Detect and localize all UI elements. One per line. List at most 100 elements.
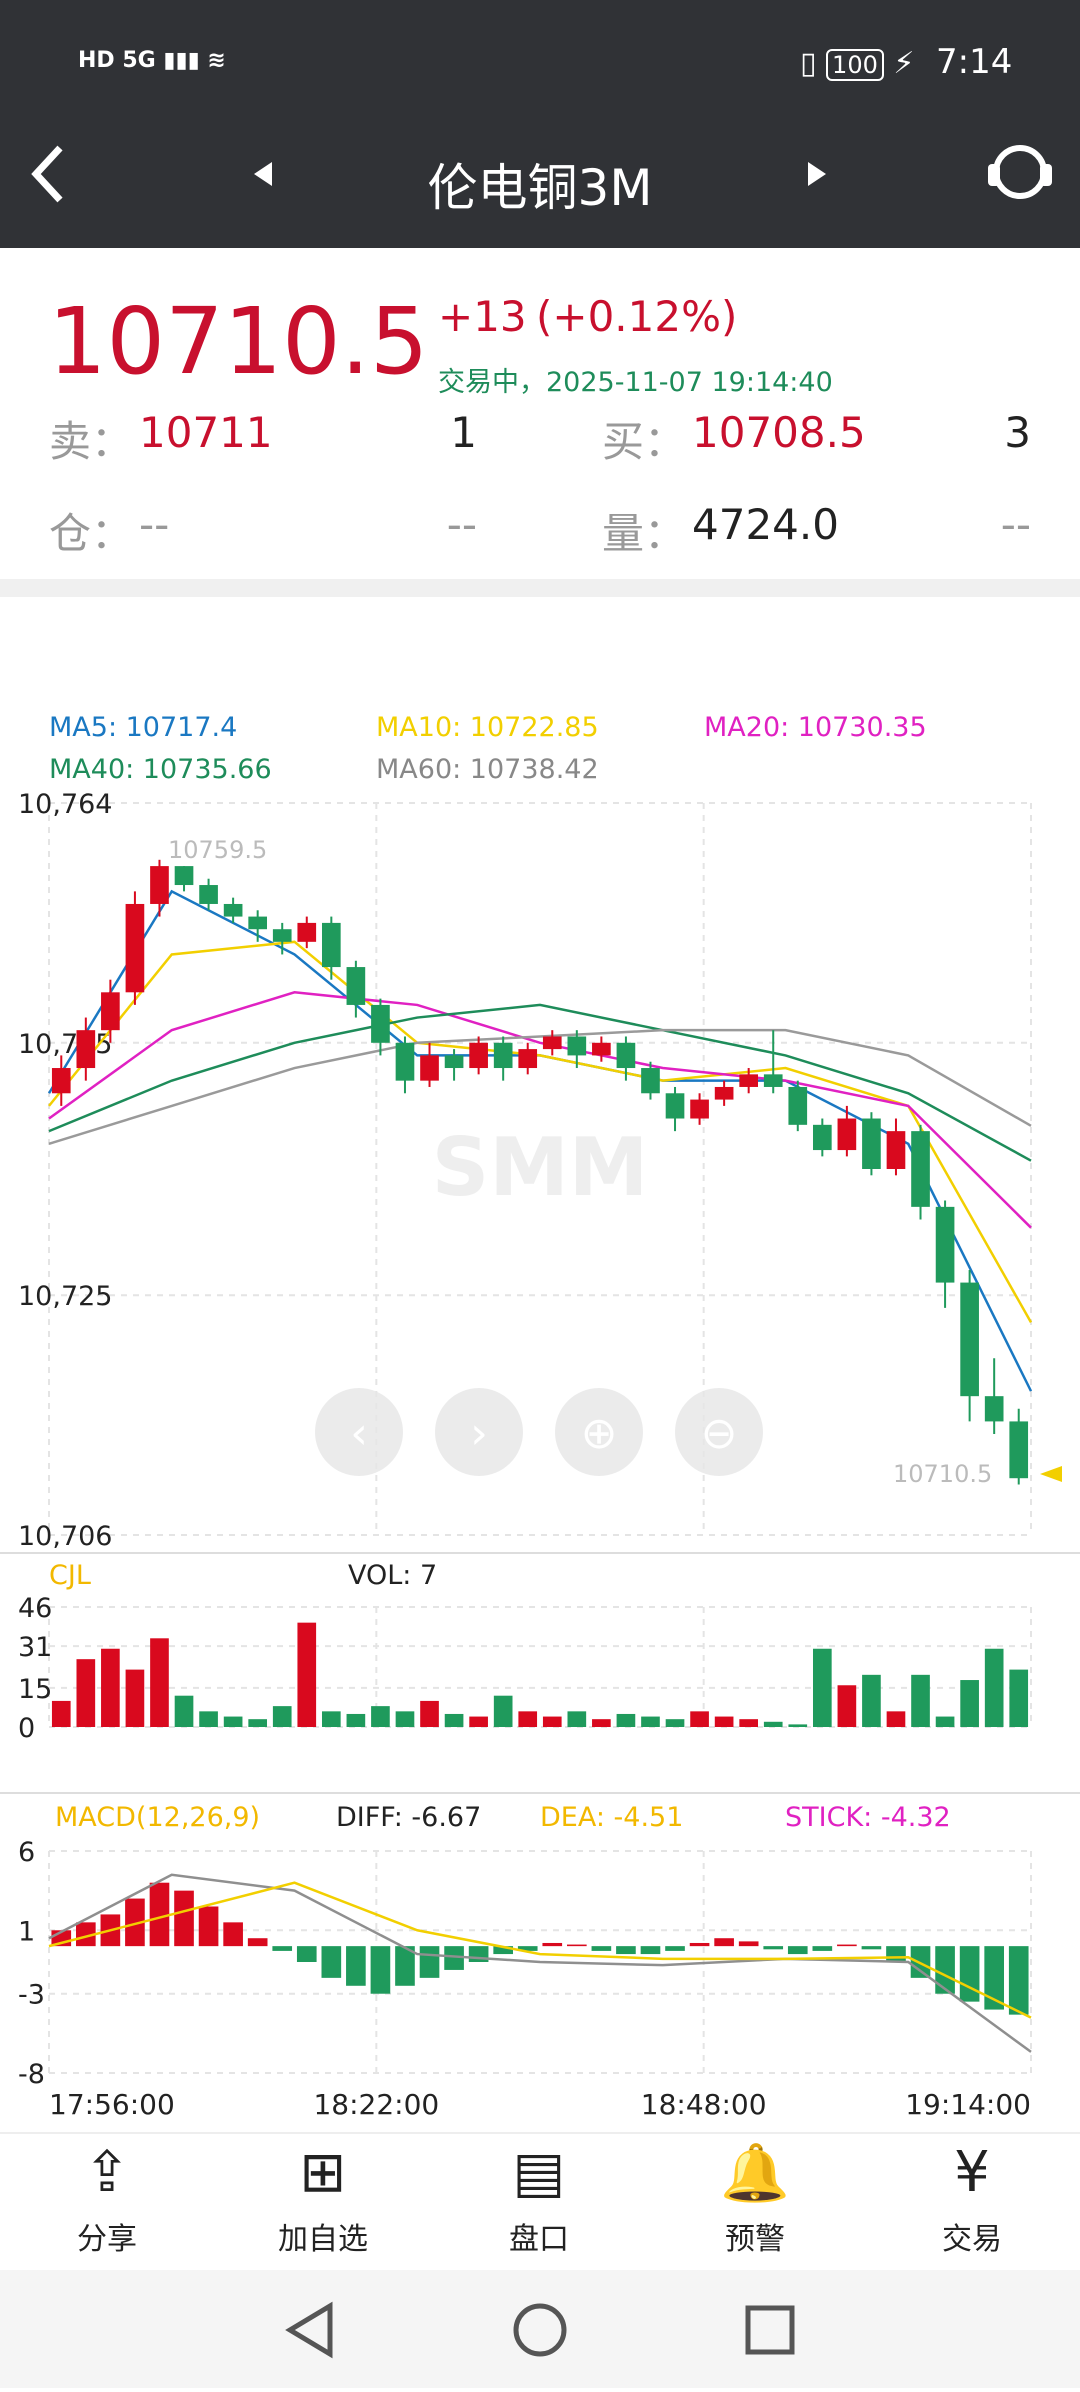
macd-bar xyxy=(567,1944,587,1947)
macd-bar xyxy=(1008,1946,1029,2015)
macd-bar xyxy=(861,1946,882,1950)
macd-bar xyxy=(935,1946,955,1994)
nav-home[interactable] xyxy=(513,2303,567,2357)
volume-bar xyxy=(665,1719,685,1727)
series-line xyxy=(48,1028,1032,1145)
y-tick-label: 10,725 xyxy=(18,1281,112,1312)
candle-body xyxy=(911,1131,930,1207)
last-marker xyxy=(1040,1466,1062,1482)
volume-bar xyxy=(444,1713,464,1727)
volume-bar xyxy=(592,1719,611,1727)
chart-nav-icon: ‹ xyxy=(350,1408,368,1459)
volume-bar xyxy=(51,1700,71,1727)
volume-bar xyxy=(714,1716,734,1727)
ma-legend: MA10: 10722.85 xyxy=(376,712,599,743)
battery-level: 100 xyxy=(826,49,884,81)
tool-label[interactable]: 分享 xyxy=(77,2222,137,2257)
chart-nav-button[interactable] xyxy=(675,1388,763,1476)
chart-nav-button[interactable] xyxy=(315,1388,403,1476)
chart-nav-icon: ⊕ xyxy=(581,1408,618,1459)
y-tick-label: 10,745 xyxy=(18,1029,112,1060)
tool-label[interactable]: 盘口 xyxy=(509,2222,569,2257)
battery: ▯ 100 ⚡ xyxy=(800,46,915,81)
chart-nav-button[interactable] xyxy=(435,1388,523,1476)
candle-body xyxy=(641,1068,660,1094)
y-tick-label: 15 xyxy=(18,1674,52,1705)
tool-icon[interactable]: ¥ xyxy=(954,2140,990,2205)
macd-bar xyxy=(125,1898,145,1947)
macd-bar xyxy=(714,1938,734,1947)
volume-bar xyxy=(690,1711,709,1727)
tool-label[interactable]: 加自选 xyxy=(278,2222,368,2257)
tool-icon[interactable]: ⊞ xyxy=(299,2140,347,2205)
quote-label: 量： xyxy=(602,509,687,558)
macd-legend: STICK: -4.32 xyxy=(785,1802,951,1833)
volume-bar xyxy=(1009,1669,1029,1727)
nav-back[interactable] xyxy=(285,2301,333,2359)
candle-body xyxy=(984,1396,1004,1422)
volume-bar xyxy=(150,1638,169,1727)
macd-bar xyxy=(370,1946,391,1994)
trade-status: 交易中，2025-11-07 19:14:40 xyxy=(438,367,833,398)
series-line xyxy=(48,1873,1032,2053)
prev-button[interactable] xyxy=(254,162,272,186)
tool-icon[interactable]: ▤ xyxy=(512,2140,566,2205)
macd-bar xyxy=(198,1906,219,1947)
macd-bar xyxy=(689,1942,710,1947)
macd-bar xyxy=(616,1946,636,1955)
quote-extra: 1 xyxy=(450,408,477,457)
candle-body xyxy=(346,967,366,1005)
next-button[interactable] xyxy=(808,162,826,186)
quote-panel: 10710.5 +13 (+0.12%) 交易中，2025-11-07 19:1… xyxy=(0,248,1080,579)
macd-bar xyxy=(837,1944,857,1947)
macd-bar xyxy=(984,1946,1004,2010)
watermark: SMM xyxy=(432,1121,649,1214)
macd-bar xyxy=(665,1946,685,1951)
support-button[interactable] xyxy=(988,145,1052,199)
macd-bar xyxy=(591,1946,612,1951)
candle-body xyxy=(101,992,120,1031)
ma-legend: MA20: 10730.35 xyxy=(704,712,927,743)
volume-bar xyxy=(101,1648,120,1727)
candle-body xyxy=(420,1055,439,1081)
ma-legend: MA5: 10717.4 xyxy=(49,712,237,743)
panel-subtitle: VOL: 7 xyxy=(348,1560,437,1591)
candle-body xyxy=(567,1036,587,1056)
chart-nav-button[interactable] xyxy=(555,1388,643,1476)
quote-value: -- xyxy=(139,500,170,549)
panel-title: CJL xyxy=(49,1560,91,1591)
quote-value: 4724.0 xyxy=(692,500,839,549)
macd-bar xyxy=(247,1938,268,1947)
tool-label[interactable]: 交易 xyxy=(942,2222,1002,2257)
nav-recent[interactable] xyxy=(745,2305,795,2355)
candle-body xyxy=(444,1055,464,1069)
last-label: 10710.5 xyxy=(893,1460,992,1488)
candle-body xyxy=(395,1042,415,1081)
x-tick-label: 17:56:00 xyxy=(49,2088,175,2121)
candle-body xyxy=(616,1042,636,1069)
candle-body xyxy=(1009,1421,1029,1479)
volume-bar xyxy=(395,1711,415,1727)
macd-bar xyxy=(272,1946,293,1951)
quote-value: 10711 xyxy=(139,408,273,457)
candle-body xyxy=(812,1124,832,1151)
x-tick-label: 18:22:00 xyxy=(313,2088,439,2121)
volume-bar xyxy=(346,1713,366,1727)
candle-body xyxy=(199,885,218,904)
nav-icons xyxy=(31,145,1052,203)
y-tick-label: 10,764 xyxy=(18,789,112,820)
volume-bar xyxy=(911,1674,930,1727)
back-button[interactable] xyxy=(31,145,63,203)
volume-bar xyxy=(493,1695,513,1727)
tool-icon[interactable]: ⇪ xyxy=(83,2140,131,2205)
macd-bar xyxy=(542,1942,563,1947)
macd-legend: DEA: -4.51 xyxy=(540,1802,683,1833)
y-tick-label: 0 xyxy=(18,1713,35,1744)
candle-body xyxy=(371,1004,390,1043)
divider xyxy=(0,579,1080,597)
macd-bar xyxy=(395,1946,415,1986)
candle-body xyxy=(223,903,243,917)
tool-icon[interactable]: 🔔 xyxy=(720,2141,790,2206)
tool-label[interactable]: 预警 xyxy=(725,2222,785,2257)
